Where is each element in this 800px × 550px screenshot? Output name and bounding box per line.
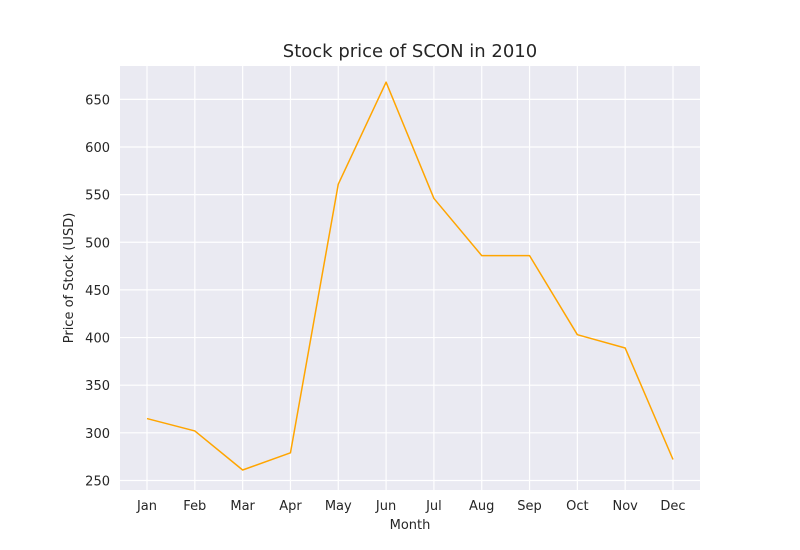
chart-title: Stock price of SCON in 2010	[283, 41, 537, 62]
x-tick-label: Dec	[660, 499, 685, 514]
x-tick-label: Apr	[279, 499, 302, 514]
y-tick-label: 350	[85, 379, 110, 394]
x-tick-label: Jan	[136, 499, 157, 514]
y-tick-label: 500	[85, 236, 110, 251]
x-tick-label: Jul	[425, 499, 442, 514]
x-tick-label: Nov	[612, 499, 638, 514]
y-axis-label: Price of Stock (USD)	[62, 213, 77, 344]
x-tick-label: Sep	[517, 499, 542, 514]
x-axis-label: Month	[390, 518, 431, 533]
y-tick-label: 550	[85, 189, 110, 204]
x-tick-label: May	[325, 499, 352, 514]
y-tick-label: 400	[85, 332, 110, 347]
x-tick-label: Jun	[375, 499, 396, 514]
x-tick-label: Oct	[566, 499, 588, 514]
x-tick-label: Feb	[183, 499, 206, 514]
plot-area	[120, 66, 700, 490]
series-layer	[146, 81, 674, 471]
y-tick-label: 600	[85, 141, 110, 156]
x-tick-label: Aug	[469, 499, 494, 514]
y-tick-label: 300	[85, 427, 110, 442]
tick-labels: 250 300 350 400 450 500 550 600 650 Jan Feb Mar Apr M…	[85, 93, 685, 514]
y-tick-label: 250	[85, 474, 110, 489]
y-tick-label: 650	[85, 93, 110, 108]
grid-lines	[120, 66, 700, 490]
y-tick-label: 450	[85, 284, 110, 299]
series-line	[146, 81, 674, 471]
x-tick-label: Mar	[230, 499, 255, 514]
